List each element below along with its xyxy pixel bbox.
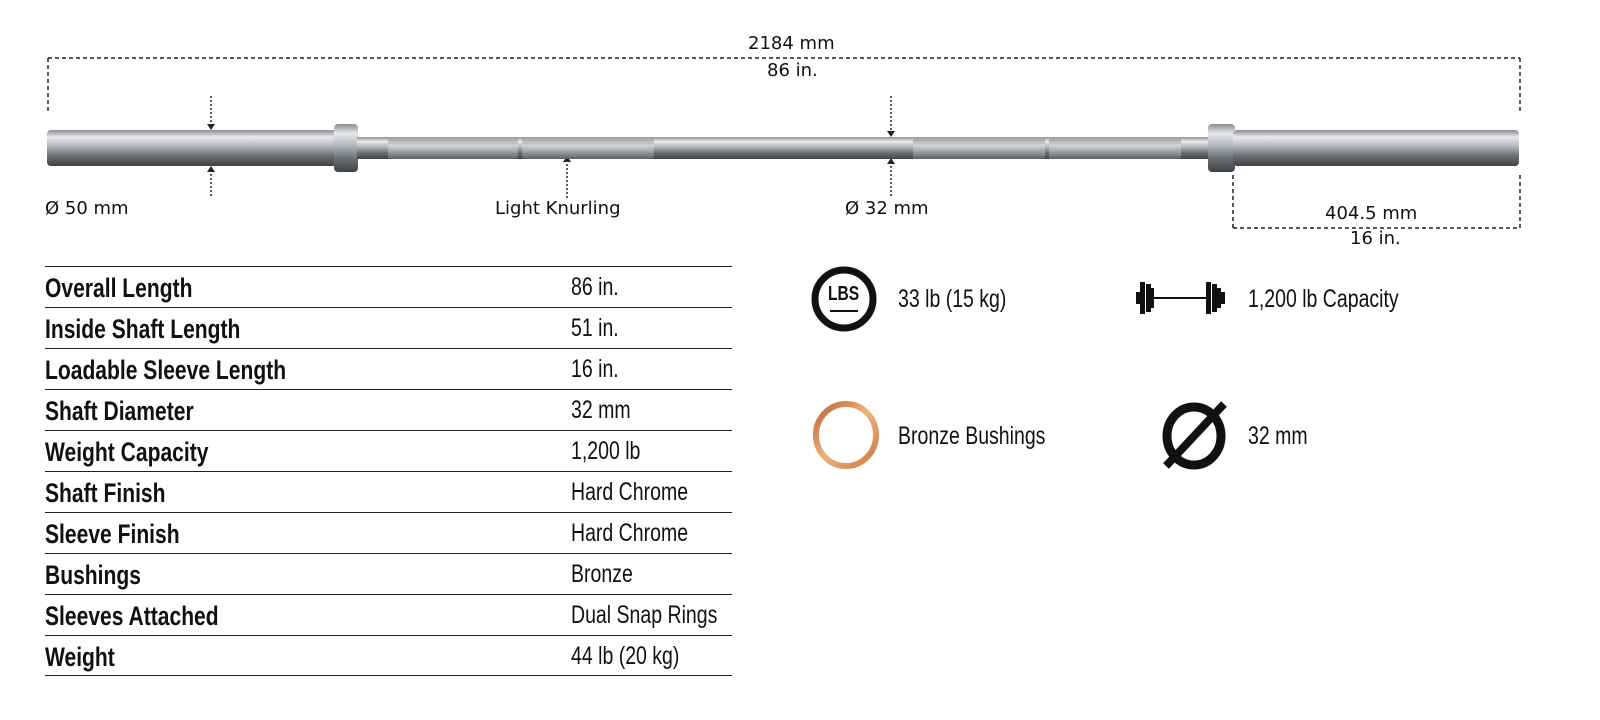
spec-row: Sleeves Attached Dual Snap Rings bbox=[45, 594, 732, 636]
spec-label: Inside Shaft Length bbox=[45, 314, 241, 344]
sleeve-diameter-label: Ø 50 mm bbox=[45, 198, 129, 219]
spec-label: Overall Length bbox=[45, 273, 193, 303]
overall-length-in: 86 in. bbox=[767, 60, 818, 81]
spec-value: Hard Chrome bbox=[571, 478, 689, 506]
lbs-icon-text: LBS bbox=[828, 283, 860, 305]
bronze-ring-icon bbox=[813, 401, 879, 469]
spec-row: Weight Capacity 1,200 lb bbox=[45, 430, 732, 472]
knurling-right bbox=[913, 137, 1045, 159]
spec-value: 32 mm bbox=[571, 396, 631, 424]
barbell-icon bbox=[1136, 282, 1225, 314]
spec-value: 86 in. bbox=[571, 273, 619, 301]
left-sleeve bbox=[47, 130, 337, 166]
spec-label: Bushings bbox=[45, 560, 141, 590]
sleeve-dimension-line bbox=[1232, 175, 1521, 229]
spec-label: Loadable Sleeve Length bbox=[45, 355, 287, 385]
sleeve-length-in: 16 in. bbox=[1350, 228, 1401, 249]
right-collar bbox=[1208, 124, 1235, 172]
spec-value: 1,200 lb bbox=[571, 437, 641, 465]
spec-label: Shaft Diameter bbox=[45, 396, 194, 426]
diameter-icon bbox=[1162, 401, 1227, 470]
spec-row: Overall Length 86 in. bbox=[45, 266, 732, 308]
spec-value: Dual Snap Rings bbox=[571, 601, 718, 629]
pointer-arrows bbox=[210, 96, 892, 198]
spec-value: 16 in. bbox=[571, 355, 619, 383]
knurling-label: Light Knurling bbox=[495, 198, 621, 219]
table-bottom-border bbox=[45, 675, 732, 676]
capacity-feature-text: 1,200 lb Capacity bbox=[1248, 285, 1399, 313]
spec-value: 44 lb (20 kg) bbox=[571, 642, 680, 670]
spec-row: Shaft Diameter 32 mm bbox=[45, 389, 732, 431]
spec-value: Hard Chrome bbox=[571, 519, 689, 547]
knurling-left bbox=[388, 137, 518, 159]
spec-row: Bushings Bronze bbox=[45, 553, 732, 595]
spec-value: 51 in. bbox=[571, 314, 619, 342]
spec-label: Weight Capacity bbox=[45, 437, 209, 467]
overall-length-mm: 2184 mm bbox=[748, 33, 835, 54]
spec-row: Inside Shaft Length 51 in. bbox=[45, 307, 732, 349]
sleeve-length-mm: 404.5 mm bbox=[1325, 203, 1418, 224]
spec-label: Weight bbox=[45, 642, 115, 672]
spec-label: Shaft Finish bbox=[45, 478, 166, 508]
shaft-diameter-label: Ø 32 mm bbox=[845, 198, 929, 219]
spec-label: Sleeves Attached bbox=[45, 601, 219, 631]
spec-row: Loadable Sleeve Length 16 in. bbox=[45, 348, 732, 390]
spec-row: Weight 44 lb (20 kg) bbox=[45, 635, 732, 677]
spec-value: Bronze bbox=[571, 560, 633, 588]
left-collar bbox=[334, 124, 358, 172]
barbell-diagram bbox=[47, 57, 1521, 229]
weight-feature-text: 33 lb (15 kg) bbox=[898, 285, 1007, 313]
diameter-feature-text: 32 mm bbox=[1248, 422, 1308, 450]
spec-label: Sleeve Finish bbox=[45, 519, 180, 549]
overall-dimension-line bbox=[47, 57, 1521, 112]
lbs-weight-icon bbox=[811, 266, 877, 332]
spec-row: Shaft Finish Hard Chrome bbox=[45, 471, 732, 513]
right-sleeve bbox=[1233, 130, 1519, 166]
bushings-feature-text: Bronze Bushings bbox=[898, 422, 1046, 450]
spec-row: Sleeve Finish Hard Chrome bbox=[45, 512, 732, 554]
